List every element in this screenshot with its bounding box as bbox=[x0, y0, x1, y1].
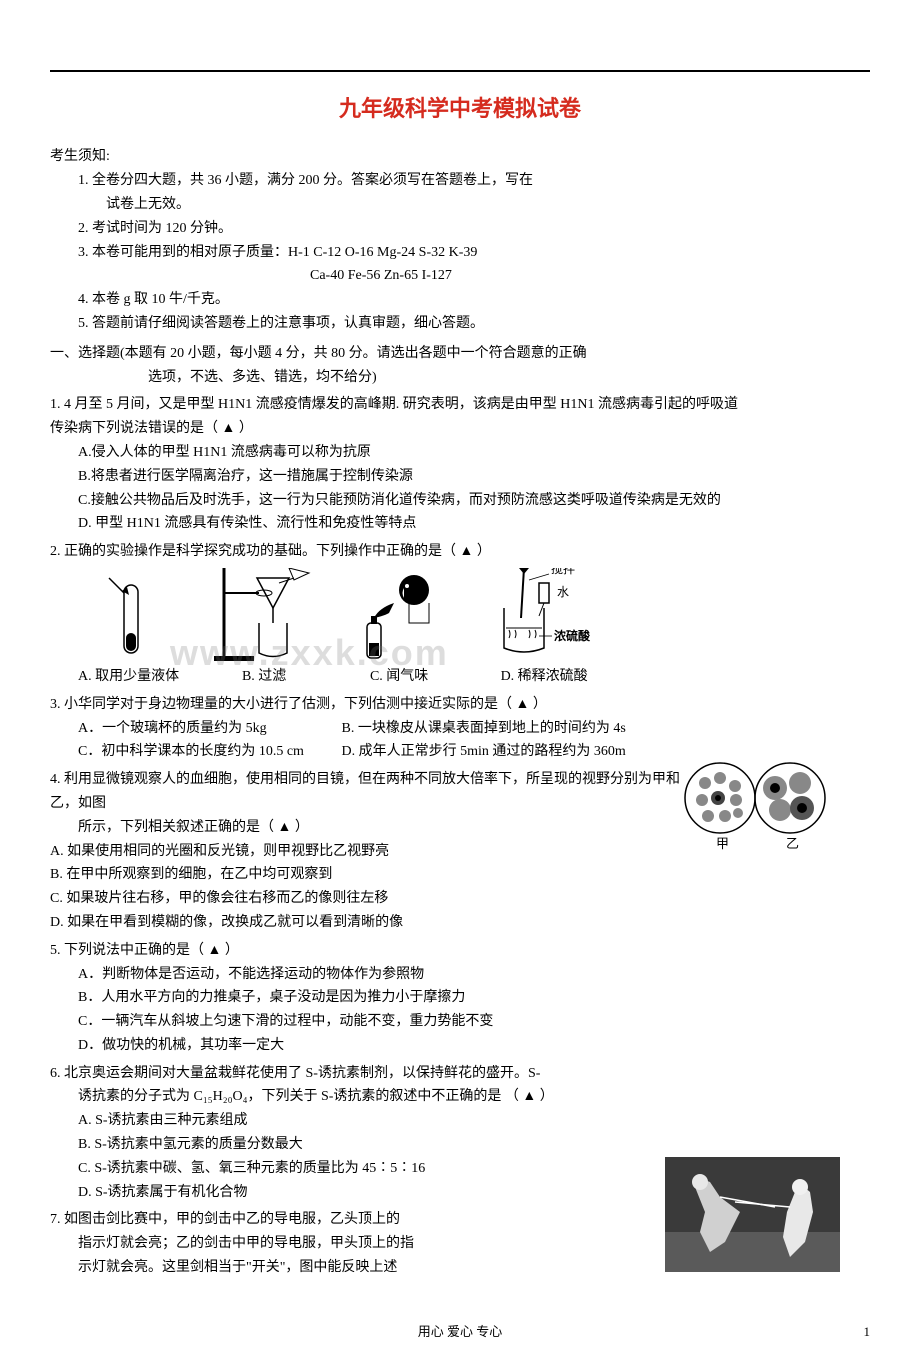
cell-view-icon: 甲 乙 bbox=[680, 758, 830, 853]
q2-fig-b-label: B. 过滤 bbox=[242, 665, 286, 689]
q2-fig-c: C. 闻气味 bbox=[349, 568, 449, 689]
question-3: 3. 小华同学对于身边物理量的大小进行了估测，下列估测中接近实际的是（ ▲ ） … bbox=[50, 693, 870, 764]
q2-fig-d: 搅拌 水 浓硫酸 D. 稀释浓硫酸 bbox=[479, 568, 609, 689]
instruction-item: 2. 考试时间为 120 分钟。 bbox=[50, 217, 870, 241]
q4-option-c: C. 如果玻片往右移，甲的像会往右移而乙的像则往左移 bbox=[50, 887, 870, 911]
stir-label: 搅拌 bbox=[551, 568, 575, 576]
instructions-heading: 考生须知: bbox=[50, 145, 870, 169]
q1-option-c: C.接触公共物品后及时洗手，这一行为只能预防消化道传染病，而对预防流感这类呼吸道… bbox=[50, 489, 870, 513]
question-6: 6. 北京奥运会期间对大量盆栽鲜花使用了 S-诱抗素制剂，以保持鲜花的盛开。S-… bbox=[50, 1062, 870, 1205]
q1-option-a: A.侵入人体的甲型 H1N1 流感病毒可以称为抗原 bbox=[50, 441, 870, 465]
part1-heading-cont: 选项，不选、多选、错选，均不给分) bbox=[50, 366, 870, 390]
page-footer: 用心 爱心 专心 1 bbox=[50, 1321, 870, 1343]
q2-fig-c-label: C. 闻气味 bbox=[370, 665, 428, 689]
q6-stem: 6. 北京奥运会期间对大量盆栽鲜花使用了 S-诱抗素制剂，以保持鲜花的盛开。S- bbox=[50, 1062, 870, 1086]
q5-option-a: A．判断物体是否运动，不能选择运动的物体作为参照物 bbox=[50, 963, 870, 987]
acid-label: 浓硫酸 bbox=[554, 628, 591, 643]
q3-option-b: B. 一块橡皮从课桌表面掉到地上的时间约为 4s bbox=[342, 721, 626, 736]
exam-title: 九年级科学中考模拟试卷 bbox=[50, 90, 870, 127]
q6-stem: 诱抗素的分子式为 C₁₅H₂₀O₄，下列关于 S-诱抗素的叙述中不正确的是 （ … bbox=[50, 1085, 870, 1109]
question-4: 甲 乙 4. 利用显微镜观察人的血细胞，使用相同的目镜，但在两种不同放大倍率下，… bbox=[50, 768, 870, 935]
q1-option-b: B.将患者进行医学隔离治疗，这一措施属于控制传染源 bbox=[50, 465, 870, 489]
q5-option-c: C．一辆汽车从斜坡上匀速下滑的过程中，动能不变，重力势能不变 bbox=[50, 1010, 870, 1034]
q4-option-d: D. 如果在甲看到模糊的像，改换成乙就可以看到清晰的像 bbox=[50, 911, 870, 935]
q2-fig-d-label: D. 稀释浓硫酸 bbox=[501, 665, 588, 689]
footer-text: 用心 爱心 专心 bbox=[418, 1324, 503, 1339]
q3-option-d: D. 成年人正常步行 5min 通过的路程约为 360m bbox=[342, 744, 626, 759]
part1-heading: 一、选择题(本题有 20 小题，每小题 4 分，共 80 分。请选出各题中一个符… bbox=[50, 342, 870, 366]
q1-stem: 1. 4 月至 5 月间，又是甲型 H1N1 流感疫情爆发的高峰期. 研究表明，… bbox=[50, 393, 870, 417]
q5-stem: 5. 下列说法中正确的是（ ▲ ） bbox=[50, 939, 870, 963]
water-label: 水 bbox=[557, 585, 569, 599]
instruction-item: 4. 本卷 g 取 10 牛/千克。 bbox=[50, 288, 870, 312]
instruction-item: 试卷上无效。 bbox=[50, 193, 870, 217]
test-tube-icon bbox=[99, 573, 159, 663]
funnel-apparatus-icon bbox=[209, 568, 319, 663]
svg-text:乙: 乙 bbox=[786, 836, 799, 851]
question-1: 1. 4 月至 5 月间，又是甲型 H1N1 流感疫情爆发的高峰期. 研究表明，… bbox=[50, 393, 870, 536]
q3-stem: 3. 小华同学对于身边物理量的大小进行了估测，下列估测中接近实际的是（ ▲ ） bbox=[50, 693, 870, 717]
q6-option-b: B. S-诱抗素中氢元素的质量分数最大 bbox=[50, 1133, 870, 1157]
fencing-figure bbox=[665, 1157, 840, 1281]
q2-fig-a: A. 取用少量液体 bbox=[78, 573, 179, 689]
q2-figures: A. 取用少量液体 B. 过滤 bbox=[50, 568, 870, 689]
smelling-icon bbox=[349, 568, 449, 663]
instruction-item: 3. 本卷可能用到的相对原子质量：H-1 C-12 O-16 Mg-24 S-3… bbox=[50, 241, 870, 265]
page-number: 1 bbox=[864, 1321, 871, 1343]
top-rule bbox=[50, 70, 870, 72]
instruction-item: 5. 答题前请仔细阅读答题卷上的注意事项，认真审题，细心答题。 bbox=[50, 312, 870, 336]
q2-fig-b: B. 过滤 bbox=[209, 568, 319, 689]
q1-option-d: D. 甲型 H1N1 流感具有传染性、流行性和免疫性等特点 bbox=[50, 512, 870, 536]
fencing-photo-icon bbox=[665, 1157, 840, 1272]
question-2: 2. 正确的实验操作是科学探究成功的基础。下列操作中正确的是（ ▲ ） A. 取… bbox=[50, 540, 870, 689]
dilute-acid-icon: 搅拌 水 浓硫酸 bbox=[479, 568, 609, 663]
microscope-cells-figure: 甲 乙 bbox=[680, 758, 830, 862]
q2-stem: 2. 正确的实验操作是科学探究成功的基础。下列操作中正确的是（ ▲ ） bbox=[50, 540, 870, 564]
q3-option-a: A．一个玻璃杯的质量约为 5kg bbox=[78, 717, 338, 741]
question-5: 5. 下列说法中正确的是（ ▲ ） A．判断物体是否运动，不能选择运动的物体作为… bbox=[50, 939, 870, 1058]
q4-option-b: B. 在甲中所观察到的细胞，在乙中均可观察到 bbox=[50, 863, 870, 887]
q6-option-a: A. S-诱抗素由三种元素组成 bbox=[50, 1109, 870, 1133]
q5-option-d: D．做功快的机械，其功率一定大 bbox=[50, 1034, 870, 1058]
q2-fig-a-label: A. 取用少量液体 bbox=[78, 665, 179, 689]
svg-text:甲: 甲 bbox=[716, 836, 729, 851]
instruction-item: Ca-40 Fe-56 Zn-65 I-127 bbox=[50, 264, 870, 288]
q3-row1: A．一个玻璃杯的质量约为 5kg B. 一块橡皮从课桌表面掉到地上的时间约为 4… bbox=[78, 717, 870, 741]
q3-option-c: C．初中科学课本的长度约为 10.5 cm bbox=[78, 740, 338, 764]
instruction-item: 1. 全卷分四大题，共 36 小题，满分 200 分。答案必须写在答题卷上，写在 bbox=[50, 169, 870, 193]
q1-stem: 传染病下列说法错误的是（ ▲ ） bbox=[50, 417, 870, 441]
q5-option-b: B．人用水平方向的力推桌子，桌子没动是因为推力小于摩擦力 bbox=[50, 986, 870, 1010]
